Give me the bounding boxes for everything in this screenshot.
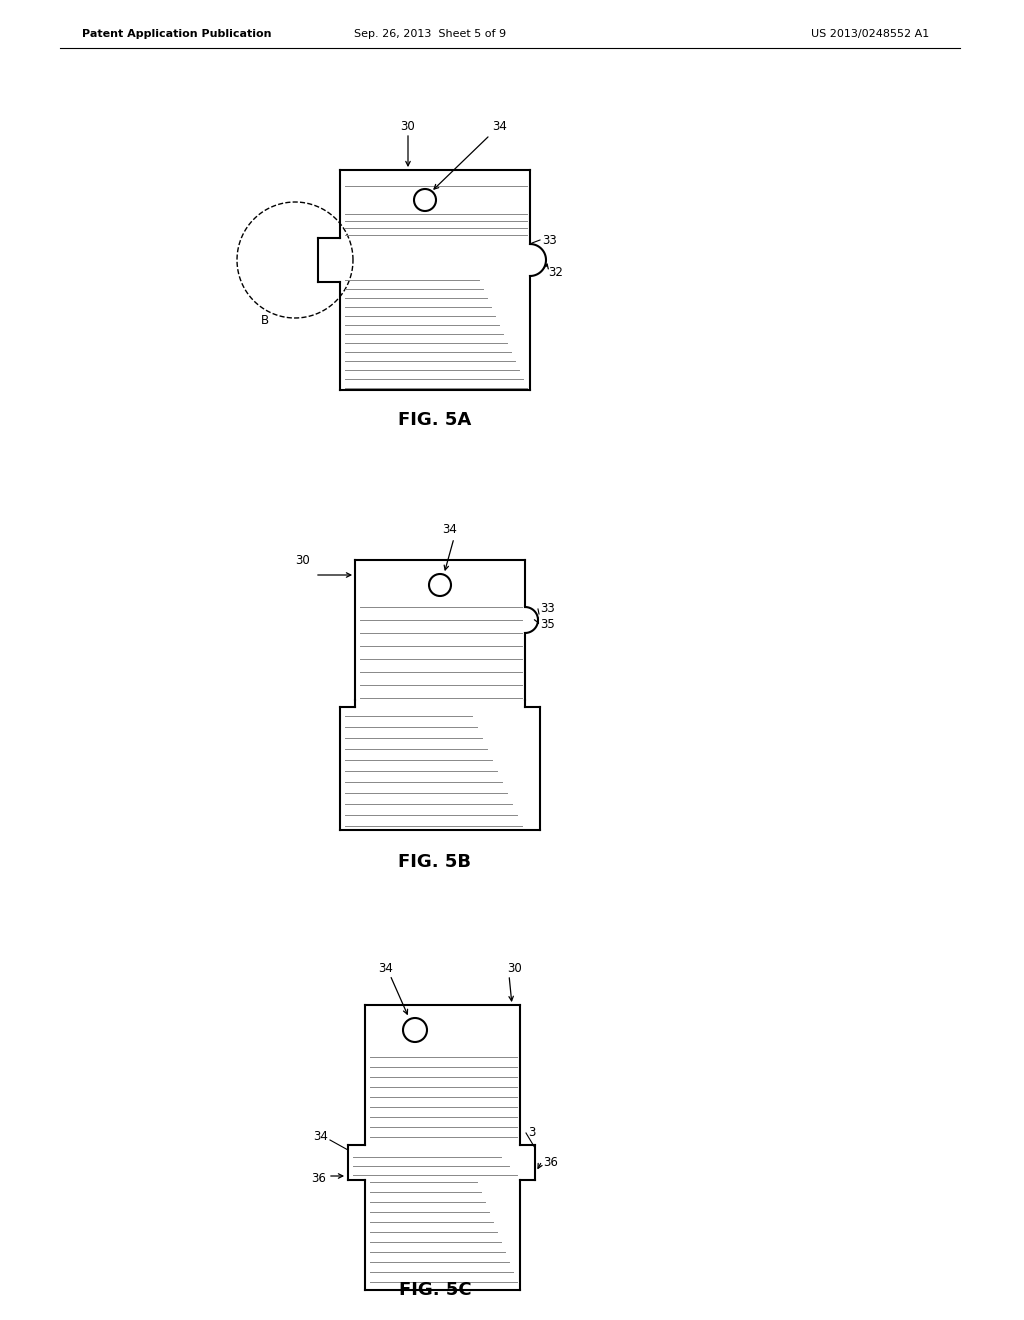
Circle shape — [403, 1018, 427, 1041]
Text: 35: 35 — [540, 619, 555, 631]
Text: 34: 34 — [313, 1130, 328, 1143]
Text: FIG. 5C: FIG. 5C — [398, 1280, 471, 1299]
Circle shape — [414, 189, 436, 211]
Text: 3: 3 — [528, 1126, 536, 1138]
Text: Sep. 26, 2013  Sheet 5 of 9: Sep. 26, 2013 Sheet 5 of 9 — [354, 29, 506, 40]
Text: 34: 34 — [492, 120, 507, 133]
Text: 32: 32 — [548, 265, 563, 279]
Circle shape — [429, 574, 451, 597]
Text: 36: 36 — [543, 1156, 558, 1170]
Text: 34: 34 — [379, 962, 393, 975]
Text: FIG. 5B: FIG. 5B — [398, 853, 471, 871]
Text: 33: 33 — [542, 234, 557, 247]
Text: Patent Application Publication: Patent Application Publication — [82, 29, 271, 40]
Text: 30: 30 — [507, 962, 522, 975]
Text: FIG. 5A: FIG. 5A — [398, 411, 472, 429]
Text: 33: 33 — [540, 602, 555, 615]
Text: B: B — [261, 314, 269, 327]
Text: 30: 30 — [295, 554, 310, 568]
Text: 34: 34 — [442, 523, 458, 536]
Text: US 2013/0248552 A1: US 2013/0248552 A1 — [811, 29, 929, 40]
Text: 36: 36 — [311, 1172, 326, 1184]
Text: 30: 30 — [400, 120, 416, 133]
